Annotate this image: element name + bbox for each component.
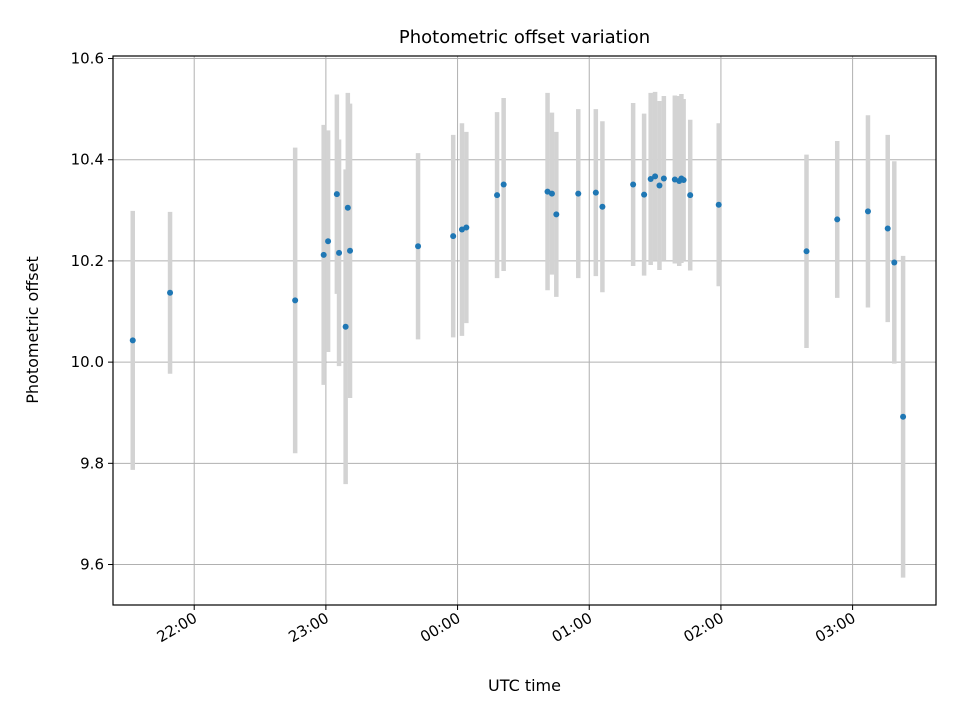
data-point [320,251,327,258]
data-point [450,233,457,240]
data-point [680,176,687,183]
y-tick-label: 10.6 [71,50,104,68]
data-point [129,337,136,344]
data-point [344,204,351,211]
data-point [553,211,560,218]
plot-frame [112,55,937,606]
data-point [500,181,507,188]
data-point [592,189,599,196]
data-point [803,248,810,255]
data-points [129,173,907,420]
data-point [548,190,555,197]
grid [113,56,936,605]
data-point [834,216,841,223]
x-axis-title: UTC time [488,676,561,695]
chart-title: Photometric offset variation [399,27,650,48]
y-axis: 9.6 9.8 10.0 10.2 10.4 10.6 [71,50,113,574]
data-point [656,182,663,189]
data-point [647,175,654,182]
data-point [494,192,501,199]
y-tick-label: 9.8 [80,454,104,472]
data-point [715,201,722,208]
y-tick-label: 10.4 [71,151,104,169]
data-point [292,297,299,304]
data-point [325,238,332,245]
data-point [630,181,637,188]
data-point [660,175,667,182]
y-axis-title: Photometric offset [23,256,42,404]
data-point [599,203,606,210]
data-point [333,191,340,198]
data-point [336,249,343,256]
data-point [687,192,694,199]
data-point [652,173,659,180]
data-point [641,191,648,198]
data-point [342,323,349,330]
data-point [167,289,174,296]
data-point [884,225,891,232]
y-tick-label: 10.2 [71,252,104,270]
data-point [891,259,898,266]
y-tick-label: 10.0 [71,353,104,371]
y-tick-label: 9.6 [80,556,104,574]
data-point [575,190,582,197]
data-point [463,224,470,231]
data-point [864,208,871,215]
data-point [415,243,422,250]
data-point [900,413,907,420]
data-point [347,247,354,254]
